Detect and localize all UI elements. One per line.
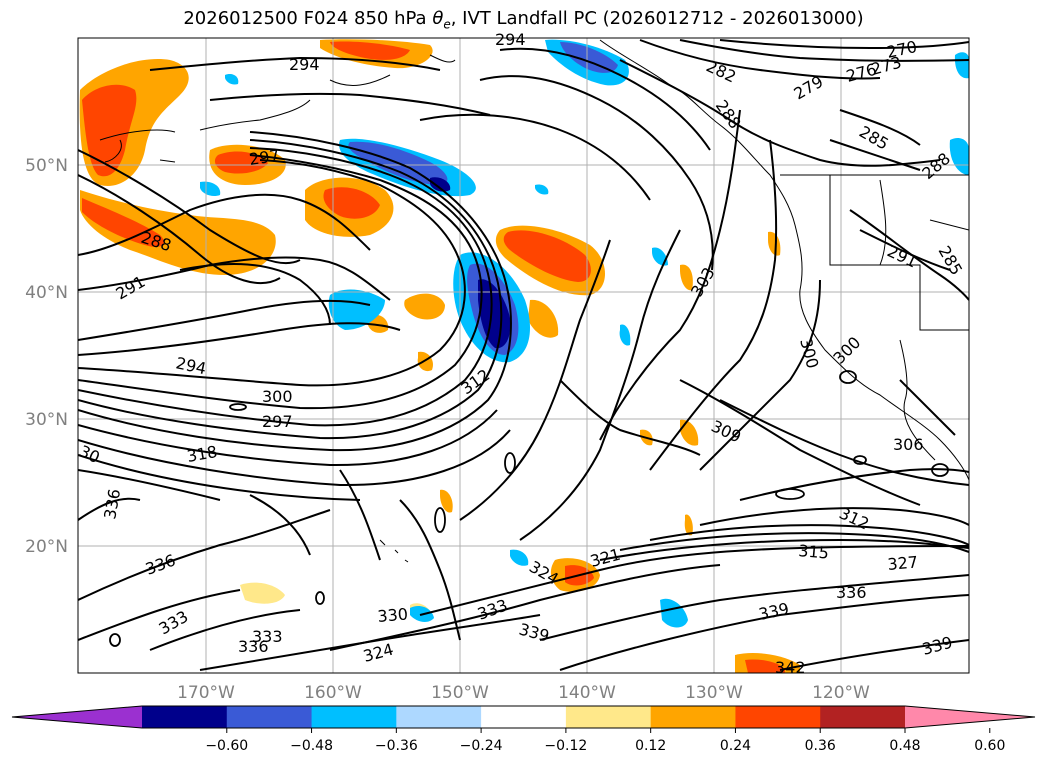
colorbar-segment [650,706,736,728]
colorbar-segment [481,706,567,728]
lat-label-30n: 30°N [25,410,68,430]
map-plot-area [78,38,969,673]
contour-label: 297 [262,412,293,431]
colorbar-outline [11,705,1036,729]
colorbar-segment [820,706,906,728]
map-title: 2026012500 F024 850 hPa θe, IVT Landfall… [0,8,1047,32]
lat-label-40n: 40°N [25,283,68,303]
lon-label-140w: 140°W [558,683,616,703]
lon-label-170w: 170°W [177,683,235,703]
colorbar-segment [311,706,397,728]
lon-label-150w: 150°W [431,683,489,703]
colorbar-segment [142,706,228,728]
contour-label: 294 [289,55,320,74]
graticule [78,38,969,673]
contour-label: 294 [495,30,526,49]
contour-label: 333 [252,627,283,646]
lon-label-160w: 160°W [304,683,362,703]
positive-anomaly-fills [79,39,800,673]
colorbar-tick-label: −0.36 [375,738,418,754]
theta-e-contours [78,39,969,671]
colorbar-tick-label: 0.60 [974,738,1005,754]
contour-label: 330 [377,604,409,626]
colorbar-tick-label: 0.12 [635,738,666,754]
contour-label: 342 [775,658,806,677]
latitude-labels: 50°N 40°N 30°N 20°N [25,156,68,557]
contour-label: 327 [887,552,919,574]
contour-label: 300 [262,387,293,406]
title-prefix: 2026012500 F024 850 hPa [183,8,433,29]
colorbar-tick-label: −0.48 [290,738,333,754]
colorbar-segment [396,706,482,728]
title-theta: θ [432,8,444,29]
colorbar-segment [226,706,313,728]
lon-label-130w: 130°W [685,683,743,703]
coastlines [99,39,969,563]
colorbar-extend-low [12,706,142,728]
longitude-labels: 170°W 160°W 150°W 140°W 130°W 120°W [177,683,870,703]
lat-label-20n: 20°N [25,537,68,557]
title-theta-sub: e [443,17,451,32]
colorbar-tick-label: −0.24 [460,738,503,754]
colorbar-tick-label: 0.36 [805,738,836,754]
colorbar: −0.60 −0.48 −0.36 −0.24 −0.12 0.12 0.24 0.36 0.4… [11,705,1036,754]
colorbar-tick-label: 0.48 [889,738,920,754]
colorbar-segment [565,706,652,728]
contour-label: 336 [836,583,867,602]
colorbar-tick-label: −0.12 [544,738,587,754]
colorbar-tick-label: 0.24 [720,738,751,754]
lat-label-50n: 50°N [25,156,68,176]
contour-label: 336 [238,637,269,656]
colorbar-segment [735,706,821,728]
contour-label: 306 [893,435,924,454]
title-suffix: , IVT Landfall PC (2026012712 - 20260130… [450,8,864,29]
contour-label-group: 294 294 282 270 273 276 279 288 285 288 … [76,30,966,677]
contour-label: 315 [798,541,830,563]
contour-label: 297 [248,146,281,169]
contour-rings [109,370,949,647]
lon-label-120w: 120°W [812,683,870,703]
colorbar-tick-label: −0.60 [205,738,248,754]
plot-frame [77,37,970,674]
colorbar-extend-high [905,706,1035,728]
